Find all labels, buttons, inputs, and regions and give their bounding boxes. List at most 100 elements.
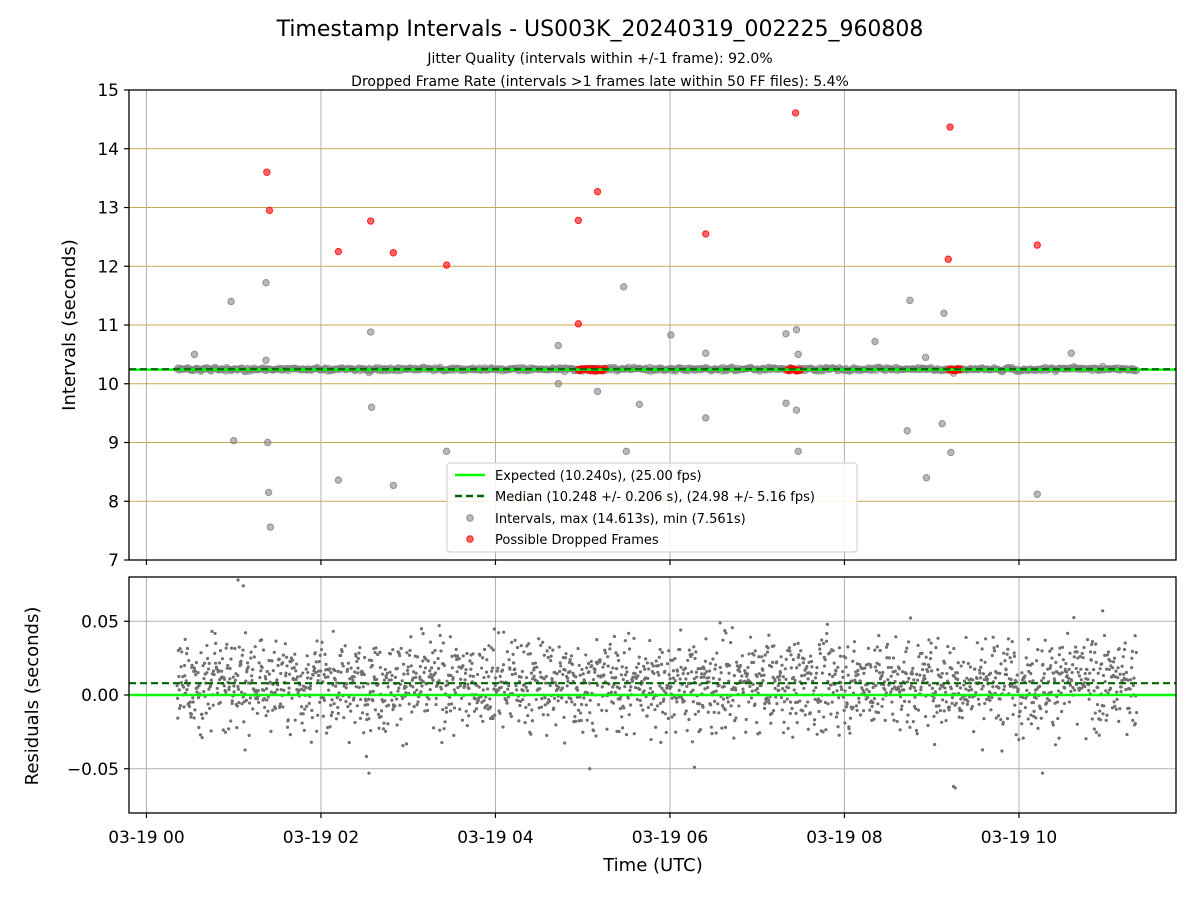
residual-point xyxy=(1002,684,1007,688)
residual-point xyxy=(926,669,930,674)
residual-point xyxy=(580,667,584,672)
residual-point xyxy=(947,705,952,709)
residual-point xyxy=(614,667,619,671)
residual-point xyxy=(331,629,335,633)
residual-point xyxy=(801,709,805,713)
residual-point xyxy=(892,718,896,722)
residual-point xyxy=(414,671,418,675)
residual-point xyxy=(956,677,960,682)
residual-point xyxy=(187,658,191,663)
residual-point xyxy=(708,661,712,666)
residual-point xyxy=(252,655,256,659)
residual-point xyxy=(720,703,725,708)
residual-point xyxy=(194,660,199,665)
residual-point xyxy=(668,677,672,681)
residual-point xyxy=(293,652,297,656)
residual-point xyxy=(189,712,194,716)
residual-point xyxy=(1087,688,1091,693)
residual-point xyxy=(662,689,666,693)
residual-point xyxy=(292,666,296,670)
residual-point xyxy=(930,686,935,690)
residual-point xyxy=(431,726,436,730)
residual-point xyxy=(1105,713,1109,717)
residual-point xyxy=(847,727,851,731)
residual-point xyxy=(377,726,381,730)
residual-point xyxy=(230,701,234,706)
residual-point xyxy=(1018,709,1022,713)
residual-point xyxy=(943,686,947,690)
residual-point xyxy=(561,672,565,677)
residual-point xyxy=(628,703,633,707)
residual-point xyxy=(1027,669,1031,674)
residual-point xyxy=(621,726,625,730)
residual-point xyxy=(871,701,875,705)
residual-point xyxy=(1073,688,1077,692)
residual-point xyxy=(922,674,926,678)
residual-point xyxy=(544,674,548,679)
residual-point xyxy=(355,659,359,664)
residual-point xyxy=(692,677,696,681)
residual-point xyxy=(943,661,947,665)
residual-point xyxy=(1050,656,1054,660)
residual-point xyxy=(491,716,495,721)
residual-point xyxy=(490,666,495,670)
residual-point xyxy=(763,706,767,710)
residual-point xyxy=(443,720,447,724)
residual-point xyxy=(196,671,200,675)
residual-point xyxy=(495,669,499,673)
residual-point xyxy=(891,656,896,660)
residual-point xyxy=(1082,681,1086,685)
residual-point xyxy=(474,707,479,711)
residual-point xyxy=(657,673,661,677)
residual-point xyxy=(766,698,771,702)
residual-point xyxy=(488,697,492,701)
residual-point xyxy=(1028,680,1032,684)
interval-point xyxy=(922,474,931,482)
residual-point xyxy=(185,652,189,656)
residual-point xyxy=(461,654,465,658)
residual-point xyxy=(717,711,721,715)
residual-point xyxy=(264,687,269,691)
residual-point xyxy=(812,722,816,726)
residual-point xyxy=(872,696,877,701)
residual-point xyxy=(914,728,919,733)
residual-point xyxy=(830,674,835,679)
residual-point xyxy=(627,647,632,651)
residual-point xyxy=(236,687,241,691)
residual-point xyxy=(706,710,710,714)
residual-point xyxy=(998,697,1002,701)
residual-point xyxy=(819,699,823,703)
residual-point xyxy=(181,685,186,689)
residual-point xyxy=(1064,661,1068,666)
residual-point xyxy=(517,719,521,723)
residual-point xyxy=(370,658,374,663)
residual-point xyxy=(399,646,403,650)
residual-point xyxy=(1087,697,1091,701)
residual-point xyxy=(334,684,338,688)
residual-point xyxy=(990,653,994,658)
residual-point xyxy=(933,690,937,694)
residual-point xyxy=(389,691,393,695)
residual-point xyxy=(330,710,334,714)
residual-point xyxy=(679,665,683,669)
dropped-frame-point xyxy=(791,109,800,117)
residual-point xyxy=(300,721,304,725)
residual-point xyxy=(667,649,671,653)
residual-point xyxy=(809,672,813,676)
residual-point xyxy=(264,677,268,681)
residual-point xyxy=(1075,650,1079,654)
residual-point xyxy=(1047,698,1052,703)
residual-point xyxy=(344,699,348,704)
residual-point xyxy=(682,690,687,694)
residual-point xyxy=(269,729,273,733)
residual-point xyxy=(744,730,748,734)
residual-point xyxy=(1006,637,1011,641)
residual-point xyxy=(1095,702,1100,707)
residual-point xyxy=(353,670,357,674)
residual-point xyxy=(817,709,821,714)
residual-point xyxy=(1103,653,1107,657)
residual-point xyxy=(330,698,334,702)
residual-point xyxy=(855,708,859,712)
residual-point xyxy=(679,628,683,632)
residual-point xyxy=(309,676,313,681)
